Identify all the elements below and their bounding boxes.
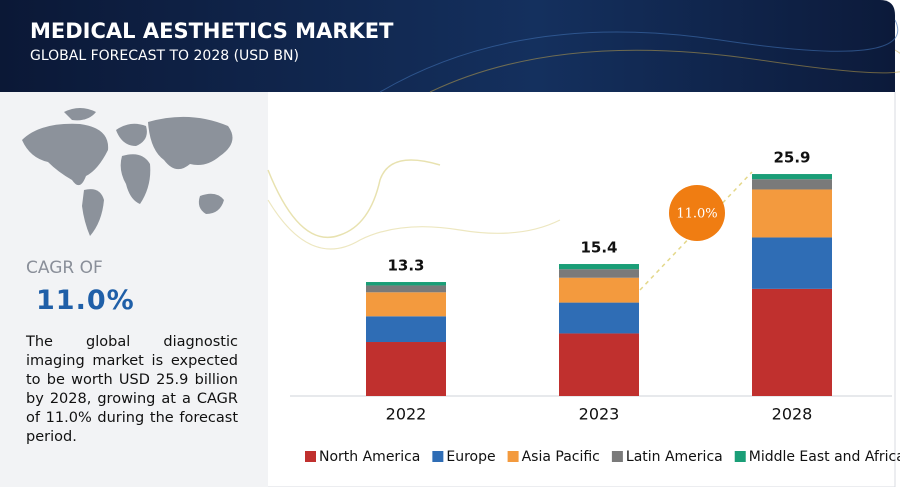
world-map bbox=[22, 108, 233, 236]
cagr-badge-text: 11.0% bbox=[676, 207, 717, 222]
cagr-label: CAGR OF bbox=[26, 258, 103, 278]
bar-segment bbox=[559, 264, 639, 270]
total-label: 15.4 bbox=[580, 239, 617, 257]
legend-swatch bbox=[734, 451, 746, 462]
legend-label: North America bbox=[319, 449, 420, 465]
bar-segment bbox=[752, 179, 832, 190]
x-tick-label: 2022 bbox=[386, 405, 427, 424]
bar-segment bbox=[752, 288, 832, 396]
bar-segment bbox=[366, 282, 446, 286]
decor-curve bbox=[267, 159, 441, 239]
bar-segment bbox=[366, 342, 446, 396]
bar-segment bbox=[559, 333, 639, 396]
bar-segment bbox=[366, 292, 446, 317]
bar-segment bbox=[752, 174, 832, 180]
legend-swatch bbox=[305, 451, 316, 462]
x-tick-label: 2028 bbox=[772, 405, 813, 424]
legend-swatch bbox=[611, 451, 623, 462]
bar-segment bbox=[559, 269, 639, 278]
legend-swatch bbox=[432, 451, 444, 462]
total-label: 13.3 bbox=[387, 257, 424, 275]
bar-segment bbox=[752, 189, 832, 238]
legend-label: Asia Pacific bbox=[522, 449, 600, 465]
x-tick-label: 2023 bbox=[579, 405, 620, 424]
bar-segment bbox=[366, 285, 446, 293]
legend-label: Middle East and Africa bbox=[749, 449, 900, 465]
header-decor bbox=[379, 19, 899, 93]
legend-label: Latin America bbox=[626, 449, 723, 465]
bar-segment bbox=[752, 237, 832, 289]
header-band bbox=[0, 0, 895, 92]
cagr-value: 11.0% bbox=[36, 285, 135, 316]
bar-segment bbox=[559, 302, 639, 334]
decor-curve bbox=[267, 199, 561, 250]
legend-swatch bbox=[507, 451, 519, 462]
header-decor bbox=[429, 49, 900, 93]
legend-label: Europe bbox=[446, 449, 495, 465]
cagr-badge bbox=[669, 185, 725, 241]
bar-segment bbox=[559, 277, 639, 303]
total-label: 25.9 bbox=[773, 149, 810, 167]
bar-segment bbox=[366, 316, 446, 343]
subtitle: GLOBAL FORECAST TO 2028 (USD BN) bbox=[30, 48, 299, 64]
summary-text: The global diagnostic imaging market is … bbox=[26, 334, 238, 445]
title: MEDICAL AESTHETICS MARKET bbox=[30, 19, 394, 43]
